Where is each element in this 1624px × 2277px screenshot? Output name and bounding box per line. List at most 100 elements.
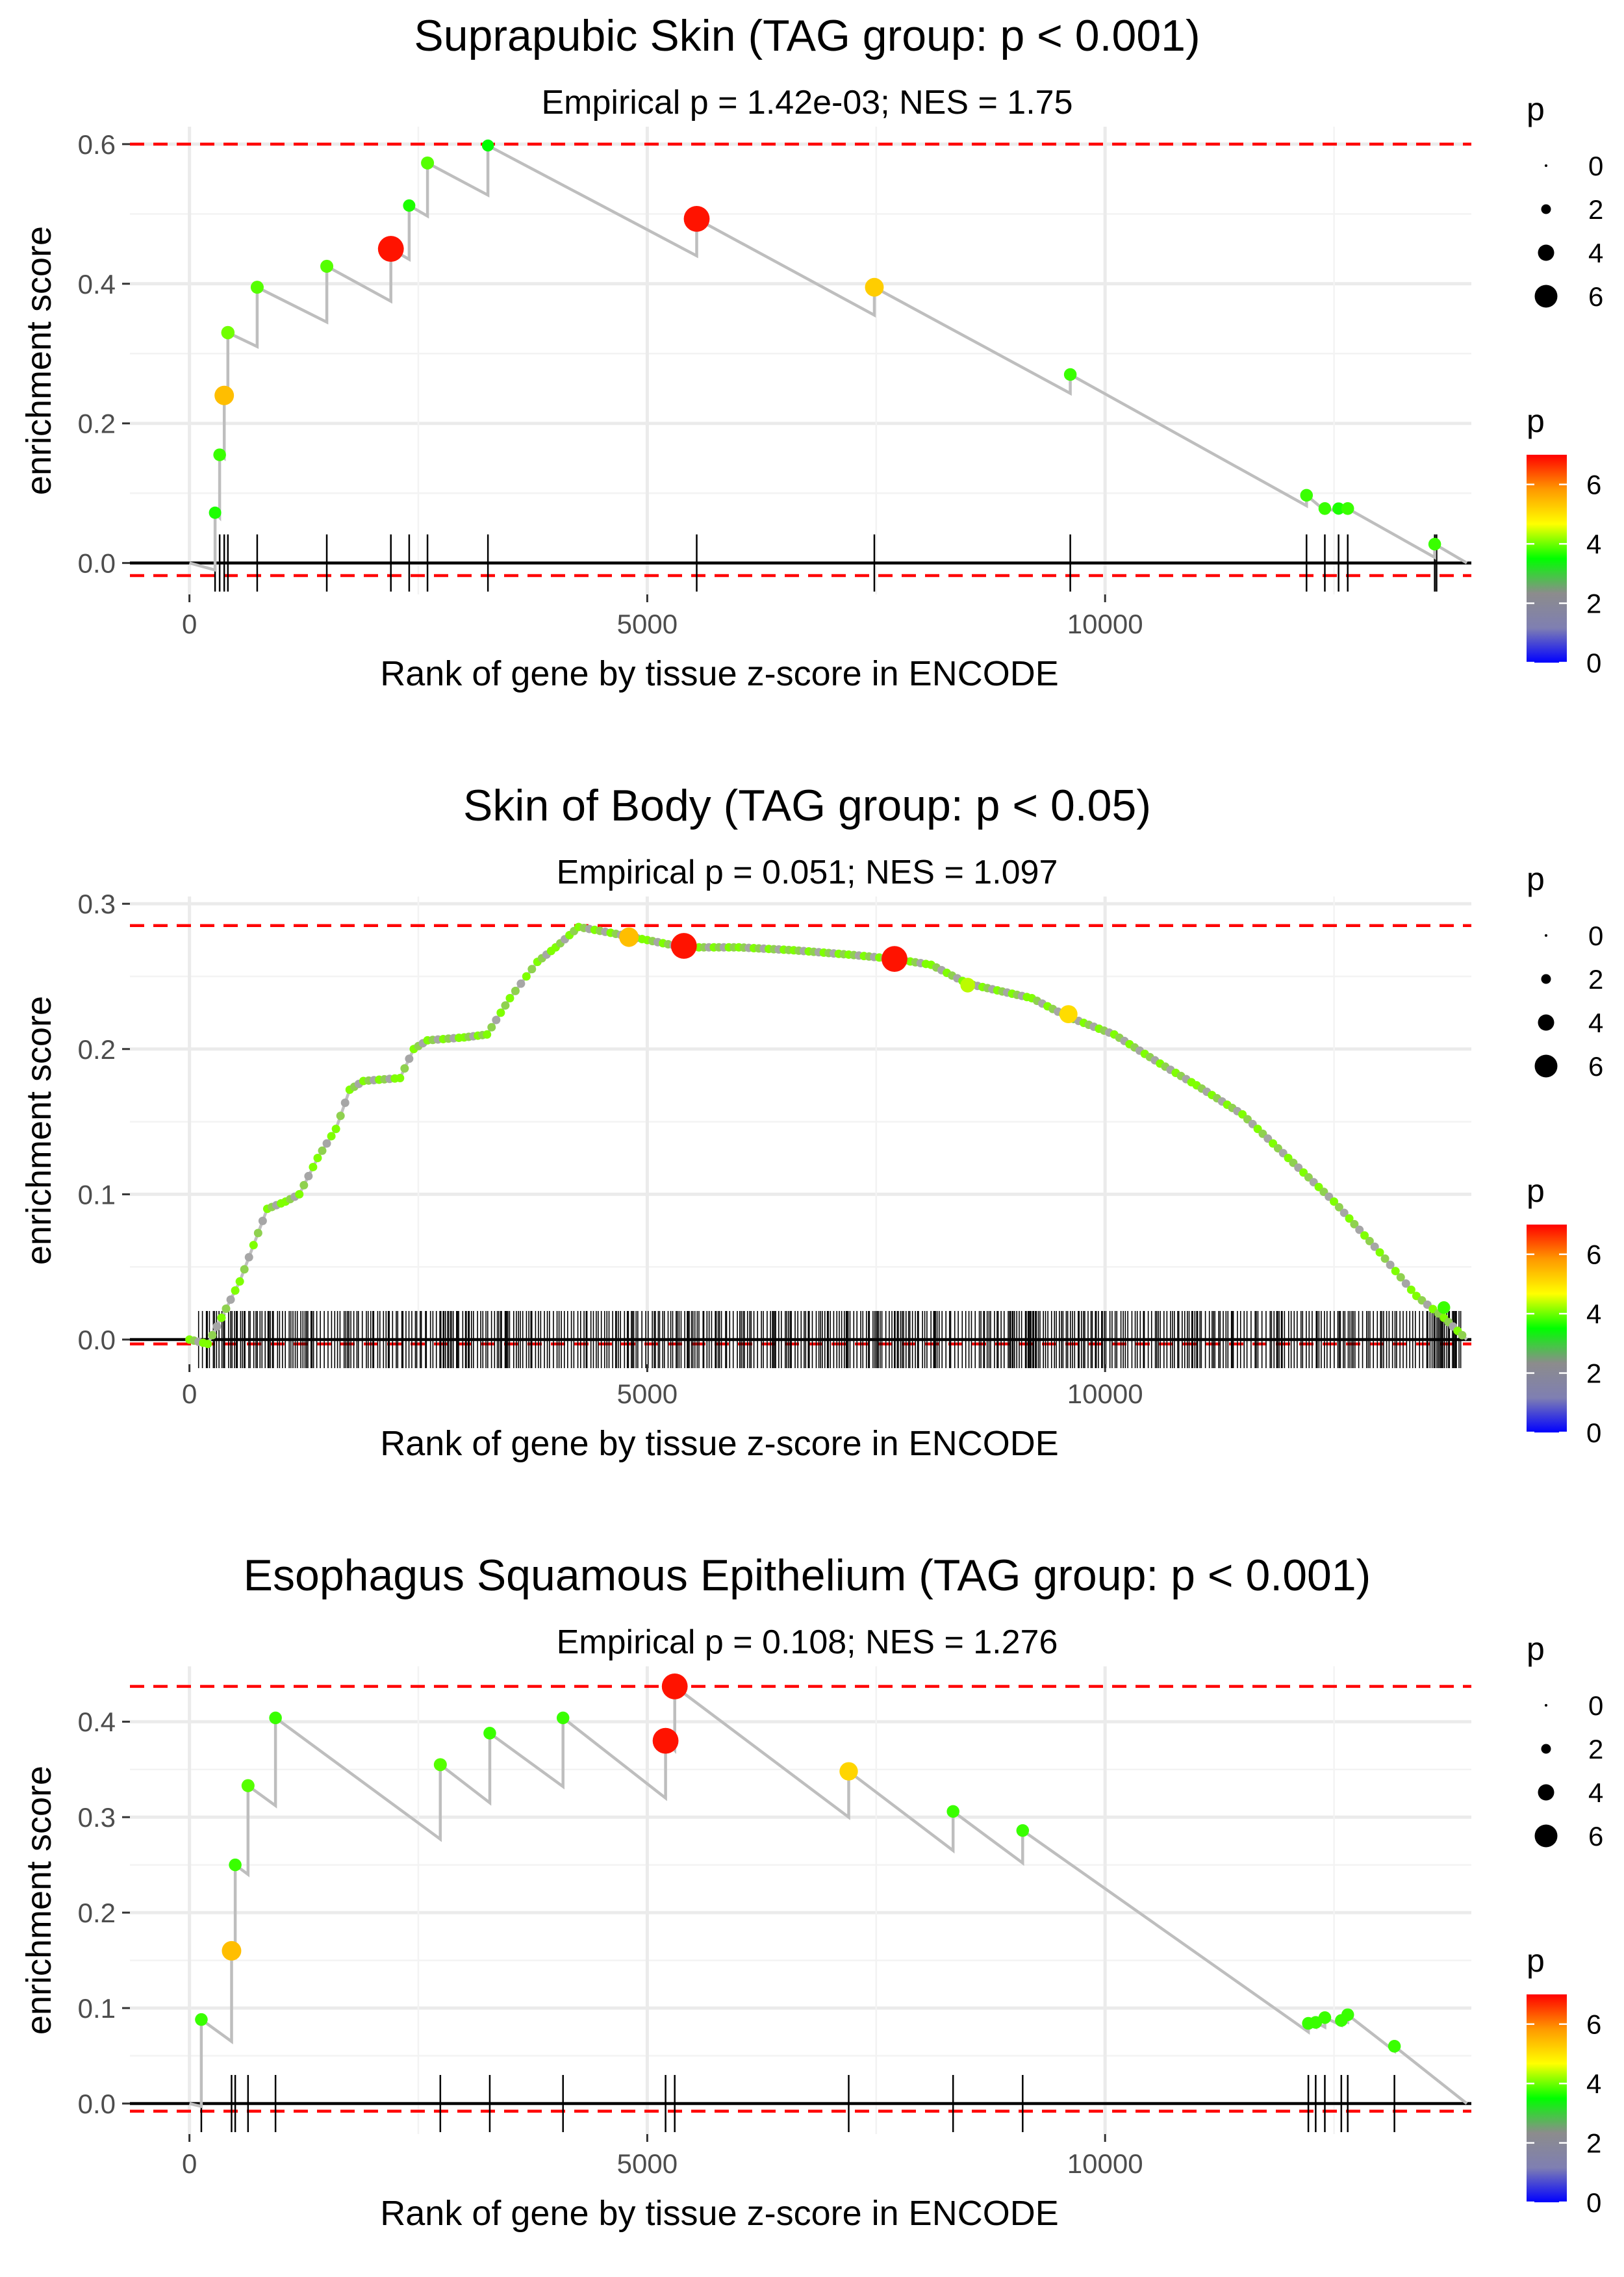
- size-legend-label: 2: [1588, 1734, 1603, 1764]
- es-small-point: [222, 1304, 231, 1313]
- es-small-point: [1401, 1279, 1410, 1288]
- color-legend-label: 2: [1586, 589, 1601, 619]
- chart-title: Skin of Body (TAG group: p < 0.05): [463, 781, 1151, 830]
- es-small-point: [505, 994, 514, 1003]
- color-legend-label: 6: [1586, 470, 1601, 500]
- color-legend-bar: [1527, 1994, 1567, 2202]
- y-axis-title: enrichment score: [19, 1766, 58, 2035]
- es-small-point: [231, 1286, 240, 1295]
- es-small-point: [1345, 1214, 1354, 1223]
- es-small-point: [203, 1340, 212, 1349]
- size-legend-dot: [1538, 1014, 1554, 1031]
- y-tick-label: 0.3: [78, 889, 116, 919]
- running-es-line: [189, 925, 1468, 1346]
- es-small-point: [309, 1162, 318, 1171]
- es-small-point: [226, 1295, 235, 1304]
- size-legend-dot: [1541, 204, 1551, 214]
- running-es-line: [189, 143, 1468, 572]
- es-small-point: [1391, 1267, 1400, 1276]
- color-legend-label: 4: [1586, 529, 1601, 559]
- y-tick-label: 0.0: [78, 2089, 116, 2119]
- es-point: [320, 259, 334, 273]
- es-small-point: [322, 1139, 331, 1148]
- es-point: [483, 1727, 496, 1740]
- es-point: [661, 1673, 688, 1699]
- x-axis-title: Rank of gene by tissue z-score in ENCODE: [380, 654, 1058, 693]
- es-point: [839, 1762, 858, 1781]
- y-tick-label: 0.1: [78, 1993, 116, 2024]
- size-legend-dot: [1538, 1784, 1554, 1801]
- chart-subtitle: Empirical p = 0.051; NES = 1.097: [557, 854, 1058, 891]
- color-legend-label: 6: [1586, 2009, 1601, 2040]
- x-tick-label: 5000: [617, 1379, 678, 1409]
- es-small-point: [487, 1023, 496, 1032]
- y-tick-label: 0.4: [78, 269, 116, 299]
- es-small-point: [492, 1015, 501, 1024]
- es-small-point: [396, 1074, 405, 1083]
- es-small-point: [1365, 1236, 1374, 1245]
- es-point: [250, 281, 264, 294]
- color-legend-label: 0: [1586, 648, 1601, 678]
- y-tick-label: 0.0: [78, 1325, 116, 1355]
- es-point: [556, 1711, 570, 1725]
- x-tick-label: 10000: [1067, 2148, 1143, 2179]
- es-small-point: [1458, 1330, 1467, 1340]
- running-es-line: [189, 1683, 1468, 2109]
- es-point: [1300, 489, 1313, 502]
- es-small-point: [217, 1313, 226, 1322]
- es-point: [213, 448, 226, 461]
- es-small-point: [400, 1064, 409, 1073]
- es-small-point: [1380, 1254, 1389, 1263]
- es-point: [1341, 502, 1354, 515]
- es-small-point: [327, 1132, 336, 1141]
- color-legend-title: p: [1527, 1173, 1545, 1209]
- x-tick-label: 0: [182, 609, 197, 639]
- x-tick-label: 5000: [617, 609, 678, 639]
- es-point: [882, 946, 907, 973]
- x-tick-label: 5000: [617, 2148, 678, 2179]
- size-legend-dot: [1541, 1744, 1551, 1754]
- es-point: [1318, 2011, 1332, 2024]
- es-point: [1428, 537, 1441, 551]
- x-axis-title: Rank of gene by tissue z-score in ENCODE: [380, 2194, 1058, 2233]
- x-tick-label: 10000: [1067, 609, 1143, 639]
- size-legend-label: 4: [1588, 1008, 1603, 1038]
- color-legend-label: 0: [1586, 2187, 1601, 2218]
- size-legend-dot: [1545, 934, 1547, 937]
- size-legend-dot: [1545, 1704, 1547, 1707]
- y-tick-label: 0.2: [78, 1034, 116, 1065]
- es-small-point: [240, 1265, 249, 1274]
- size-legend-label: 4: [1588, 1777, 1603, 1808]
- es-point: [946, 1805, 959, 1818]
- es-point: [421, 156, 435, 170]
- es-small-point: [1406, 1285, 1415, 1294]
- es-small-point: [496, 1008, 505, 1017]
- es-point: [1059, 1005, 1078, 1024]
- es-small-point: [1355, 1225, 1364, 1234]
- es-point: [403, 199, 416, 212]
- size-legend-label: 0: [1588, 921, 1603, 951]
- size-legend-title: p: [1527, 1631, 1545, 1667]
- color-legend-title: p: [1527, 403, 1545, 439]
- es-small-point: [258, 1216, 267, 1225]
- y-axis-title: enrichment score: [19, 226, 58, 495]
- chart-subtitle: Empirical p = 1.42e-03; NES = 1.75: [541, 84, 1072, 121]
- es-small-point: [208, 1330, 217, 1340]
- size-legend-title: p: [1527, 91, 1545, 127]
- es-point: [865, 277, 884, 297]
- es-small-point: [1339, 1208, 1349, 1217]
- es-point: [1063, 368, 1077, 381]
- es-point: [221, 325, 235, 340]
- es-small-point: [1386, 1260, 1395, 1269]
- es-small-point: [516, 979, 526, 988]
- es-point: [1332, 502, 1345, 515]
- size-legend-label: 0: [1588, 151, 1603, 181]
- size-legend-label: 0: [1588, 1690, 1603, 1721]
- es-small-point: [1350, 1219, 1359, 1228]
- y-tick-label: 0.0: [78, 548, 116, 579]
- es-point: [670, 933, 697, 959]
- chart-title: Suprapubic Skin (TAG group: p < 0.001): [414, 11, 1200, 60]
- es-small-point: [511, 986, 520, 995]
